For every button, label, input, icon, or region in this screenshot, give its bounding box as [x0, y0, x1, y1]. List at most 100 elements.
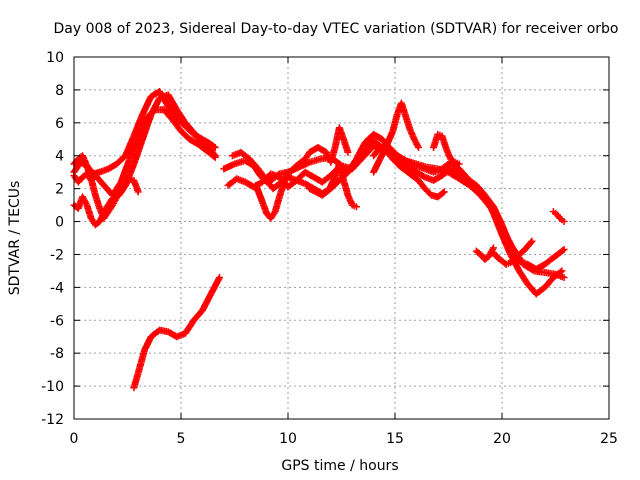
interpolated-markers	[170, 117, 184, 134]
interpolated-markers	[71, 173, 81, 184]
interpolated-markers	[118, 157, 133, 184]
data-point	[352, 203, 360, 211]
series-track-10	[305, 160, 360, 211]
interpolated-markers	[110, 180, 124, 198]
interpolated-markers	[139, 112, 154, 142]
interpolated-markers	[106, 161, 119, 172]
interpolated-markers	[71, 156, 81, 167]
plot-frame	[73, 56, 610, 420]
interpolated-markers	[345, 157, 359, 175]
interpolated-markers	[397, 154, 410, 165]
interpolated-markers	[512, 252, 522, 261]
y-tick-label: -12	[41, 412, 64, 428]
series-track-11	[370, 99, 423, 176]
interpolated-markers	[182, 318, 197, 336]
data-point	[455, 160, 463, 168]
interpolated-markers	[200, 140, 214, 154]
interpolated-markers	[122, 176, 133, 188]
interpolated-markers	[389, 112, 401, 133]
interpolated-markers	[551, 268, 564, 280]
interpolated-markers	[76, 153, 85, 162]
y-tick-label: -6	[50, 313, 64, 329]
y-tick-label: 0	[55, 215, 64, 231]
interpolated-markers	[303, 169, 316, 180]
interpolated-markers	[320, 173, 333, 185]
series-track-9	[252, 124, 352, 222]
data-point	[440, 188, 448, 196]
interpolated-markers	[551, 247, 567, 261]
interpolated-markers	[109, 195, 120, 207]
x-tick-label: 0	[70, 431, 79, 447]
interpolated-markers	[80, 171, 89, 180]
interpolated-markers	[307, 186, 318, 195]
interpolated-markers	[88, 216, 98, 227]
interpolated-markers	[122, 134, 137, 158]
data-point	[560, 273, 568, 281]
interpolated-markers	[490, 211, 505, 237]
y-axis-label: SDTVAR / TECUs	[7, 181, 23, 296]
interpolated-markers	[187, 136, 201, 147]
interpolated-markers	[403, 168, 415, 178]
interpolated-markers	[93, 219, 102, 228]
interpolated-markers	[79, 195, 90, 207]
interpolated-markers	[388, 146, 402, 160]
interpolated-markers	[384, 148, 396, 162]
interpolated-markers	[542, 255, 556, 267]
interpolated-markers	[390, 156, 402, 168]
interpolated-markers	[491, 250, 501, 260]
interpolated-markers	[340, 178, 351, 198]
interpolated-markers	[482, 253, 492, 262]
x-axis-label: GPS time / hours	[281, 458, 398, 474]
interpolated-markers	[75, 174, 85, 185]
interpolated-markers	[93, 173, 107, 188]
interpolated-markers	[397, 163, 408, 173]
interpolated-markers	[534, 285, 547, 297]
interpolated-markers	[182, 120, 197, 135]
interpolated-markers	[534, 261, 547, 272]
y-tick-label: 10	[46, 50, 64, 66]
interpolated-markers	[448, 156, 457, 165]
data-point	[216, 273, 224, 281]
interpolated-markers	[264, 211, 274, 221]
series-track-13	[430, 130, 463, 168]
interpolated-markers	[315, 144, 329, 156]
interpolated-markers	[499, 258, 509, 267]
interpolated-markers	[130, 371, 142, 390]
interpolated-markers	[131, 112, 146, 138]
interpolated-markers	[378, 144, 389, 154]
plot-area	[70, 88, 568, 392]
interpolated-markers	[114, 153, 128, 167]
interpolated-markers	[174, 107, 188, 125]
interpolated-markers	[118, 183, 128, 194]
y-tick-label: 6	[55, 116, 64, 132]
interpolated-markers	[285, 163, 299, 177]
interpolated-markers	[302, 150, 312, 161]
interpolated-markers	[208, 141, 218, 150]
y-tick-label: -8	[50, 346, 64, 362]
interpolated-markers	[196, 141, 209, 154]
interpolated-markers	[135, 348, 148, 375]
interpolated-markers	[411, 137, 422, 150]
interpolated-markers	[105, 203, 115, 214]
interpolated-markers	[126, 134, 142, 161]
interpolated-markers	[473, 183, 488, 198]
interpolated-markers	[208, 275, 223, 296]
interpolated-markers	[238, 150, 252, 162]
data-point	[344, 148, 352, 156]
y-tick-label: 8	[55, 83, 64, 99]
interpolated-markers	[521, 244, 531, 254]
x-tick-label: 15	[386, 431, 404, 447]
interpolated-markers	[448, 166, 462, 178]
interpolated-markers	[178, 128, 192, 142]
y-tick-label: -10	[41, 379, 64, 395]
x-tick-label: 25	[600, 431, 618, 447]
interpolated-markers	[255, 166, 269, 183]
interpolated-markers	[148, 96, 163, 117]
data-point	[134, 188, 142, 196]
data-point	[211, 144, 219, 151]
interpolated-markers	[139, 94, 154, 117]
interpolated-markers	[208, 148, 218, 158]
interpolated-markers	[131, 137, 146, 166]
data-point	[560, 246, 568, 254]
interpolated-markers	[525, 239, 535, 249]
